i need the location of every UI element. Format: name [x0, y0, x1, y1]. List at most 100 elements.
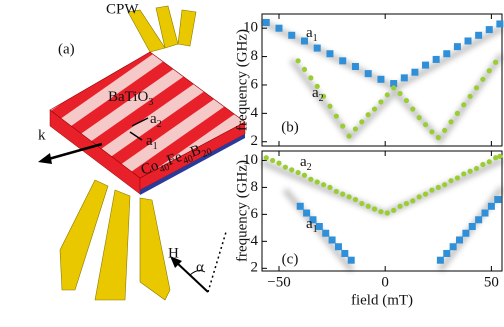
text: a: [306, 216, 313, 232]
point: [346, 194, 352, 200]
point: [295, 169, 301, 176]
point: [391, 207, 397, 213]
point: [365, 203, 371, 209]
point: [411, 68, 419, 76]
point: [435, 134, 441, 141]
x-tick-label: 0: [381, 274, 389, 290]
text: BaTiO: [108, 89, 148, 105]
mode-label: a2: [150, 111, 162, 130]
text: Co: [139, 158, 161, 179]
point: [282, 164, 288, 170]
point: [308, 176, 314, 182]
y-tick-label: 2: [251, 260, 259, 276]
point: [397, 90, 403, 97]
point: [486, 68, 492, 74]
point: [314, 83, 320, 89]
subscript: 2: [157, 119, 162, 130]
point: [456, 236, 464, 244]
text: a: [312, 85, 319, 101]
panel-label: (c): [282, 251, 299, 267]
point: [400, 74, 408, 82]
schematic: [38, 5, 246, 301]
point: [464, 37, 472, 45]
y-axis-title: frequency (GHz): [234, 29, 250, 131]
point: [449, 243, 457, 251]
point: [313, 44, 321, 52]
point: [435, 184, 441, 191]
point: [432, 55, 440, 63]
plot-frame: [261, 150, 503, 272]
text: a: [150, 111, 157, 127]
subscript: 40: [182, 153, 195, 167]
point: [443, 50, 451, 58]
point: [493, 155, 499, 161]
point: [359, 119, 365, 125]
point: [289, 167, 295, 173]
text: a: [300, 154, 307, 170]
point: [461, 171, 467, 177]
subscript: 20: [201, 147, 214, 161]
mode-label: a1: [146, 133, 158, 152]
point: [481, 209, 489, 217]
point: [390, 80, 398, 88]
point: [422, 191, 429, 197]
subscript: 2: [307, 162, 312, 173]
x-axis-title: field (mT): [351, 292, 413, 308]
point: [448, 119, 454, 125]
point: [296, 202, 304, 210]
point: [416, 194, 422, 200]
point: [309, 216, 317, 224]
point: [429, 187, 435, 193]
point: [429, 129, 435, 135]
point: [480, 76, 486, 82]
point: [436, 256, 444, 264]
point: [327, 103, 333, 109]
k-label: k: [38, 127, 46, 143]
annotation: a2: [312, 85, 324, 104]
y-tick-label: 10: [243, 152, 258, 168]
point: [320, 93, 327, 99]
point: [351, 63, 359, 71]
point: [303, 209, 311, 217]
point: [327, 184, 333, 191]
point: [301, 172, 308, 178]
point: [487, 202, 495, 210]
panel-label: (b): [281, 119, 299, 135]
point: [300, 37, 308, 45]
y-tick-label: 4: [251, 105, 259, 121]
point: [314, 179, 320, 185]
point: [333, 113, 339, 119]
point: [454, 175, 460, 181]
text: a: [146, 133, 153, 149]
point: [326, 50, 334, 58]
point: [475, 216, 483, 224]
y-tick-label: 2: [251, 133, 259, 149]
point: [480, 161, 486, 168]
material-label: BaTiO3: [108, 89, 153, 108]
field-label: H: [168, 245, 179, 261]
point: [410, 106, 416, 112]
point: [371, 206, 378, 212]
point: [346, 133, 352, 139]
point: [365, 112, 371, 118]
point: [328, 236, 336, 244]
point: [486, 159, 492, 165]
point: [497, 153, 503, 159]
point: [308, 75, 314, 81]
subscript: 3: [148, 97, 153, 108]
point: [384, 210, 390, 216]
y-tick-label: 4: [251, 233, 259, 249]
point: [473, 85, 480, 91]
y-tick-label: 10: [243, 20, 258, 36]
point: [493, 59, 499, 65]
subscript: 1: [153, 141, 158, 152]
y-tick-label: 8: [251, 48, 259, 64]
point: [333, 188, 339, 195]
annotation: a2: [300, 154, 312, 173]
point: [485, 26, 493, 34]
point: [453, 43, 461, 51]
point: [442, 182, 448, 188]
text: Fe: [165, 149, 185, 169]
annotation: a1: [306, 216, 318, 235]
point: [341, 249, 349, 257]
